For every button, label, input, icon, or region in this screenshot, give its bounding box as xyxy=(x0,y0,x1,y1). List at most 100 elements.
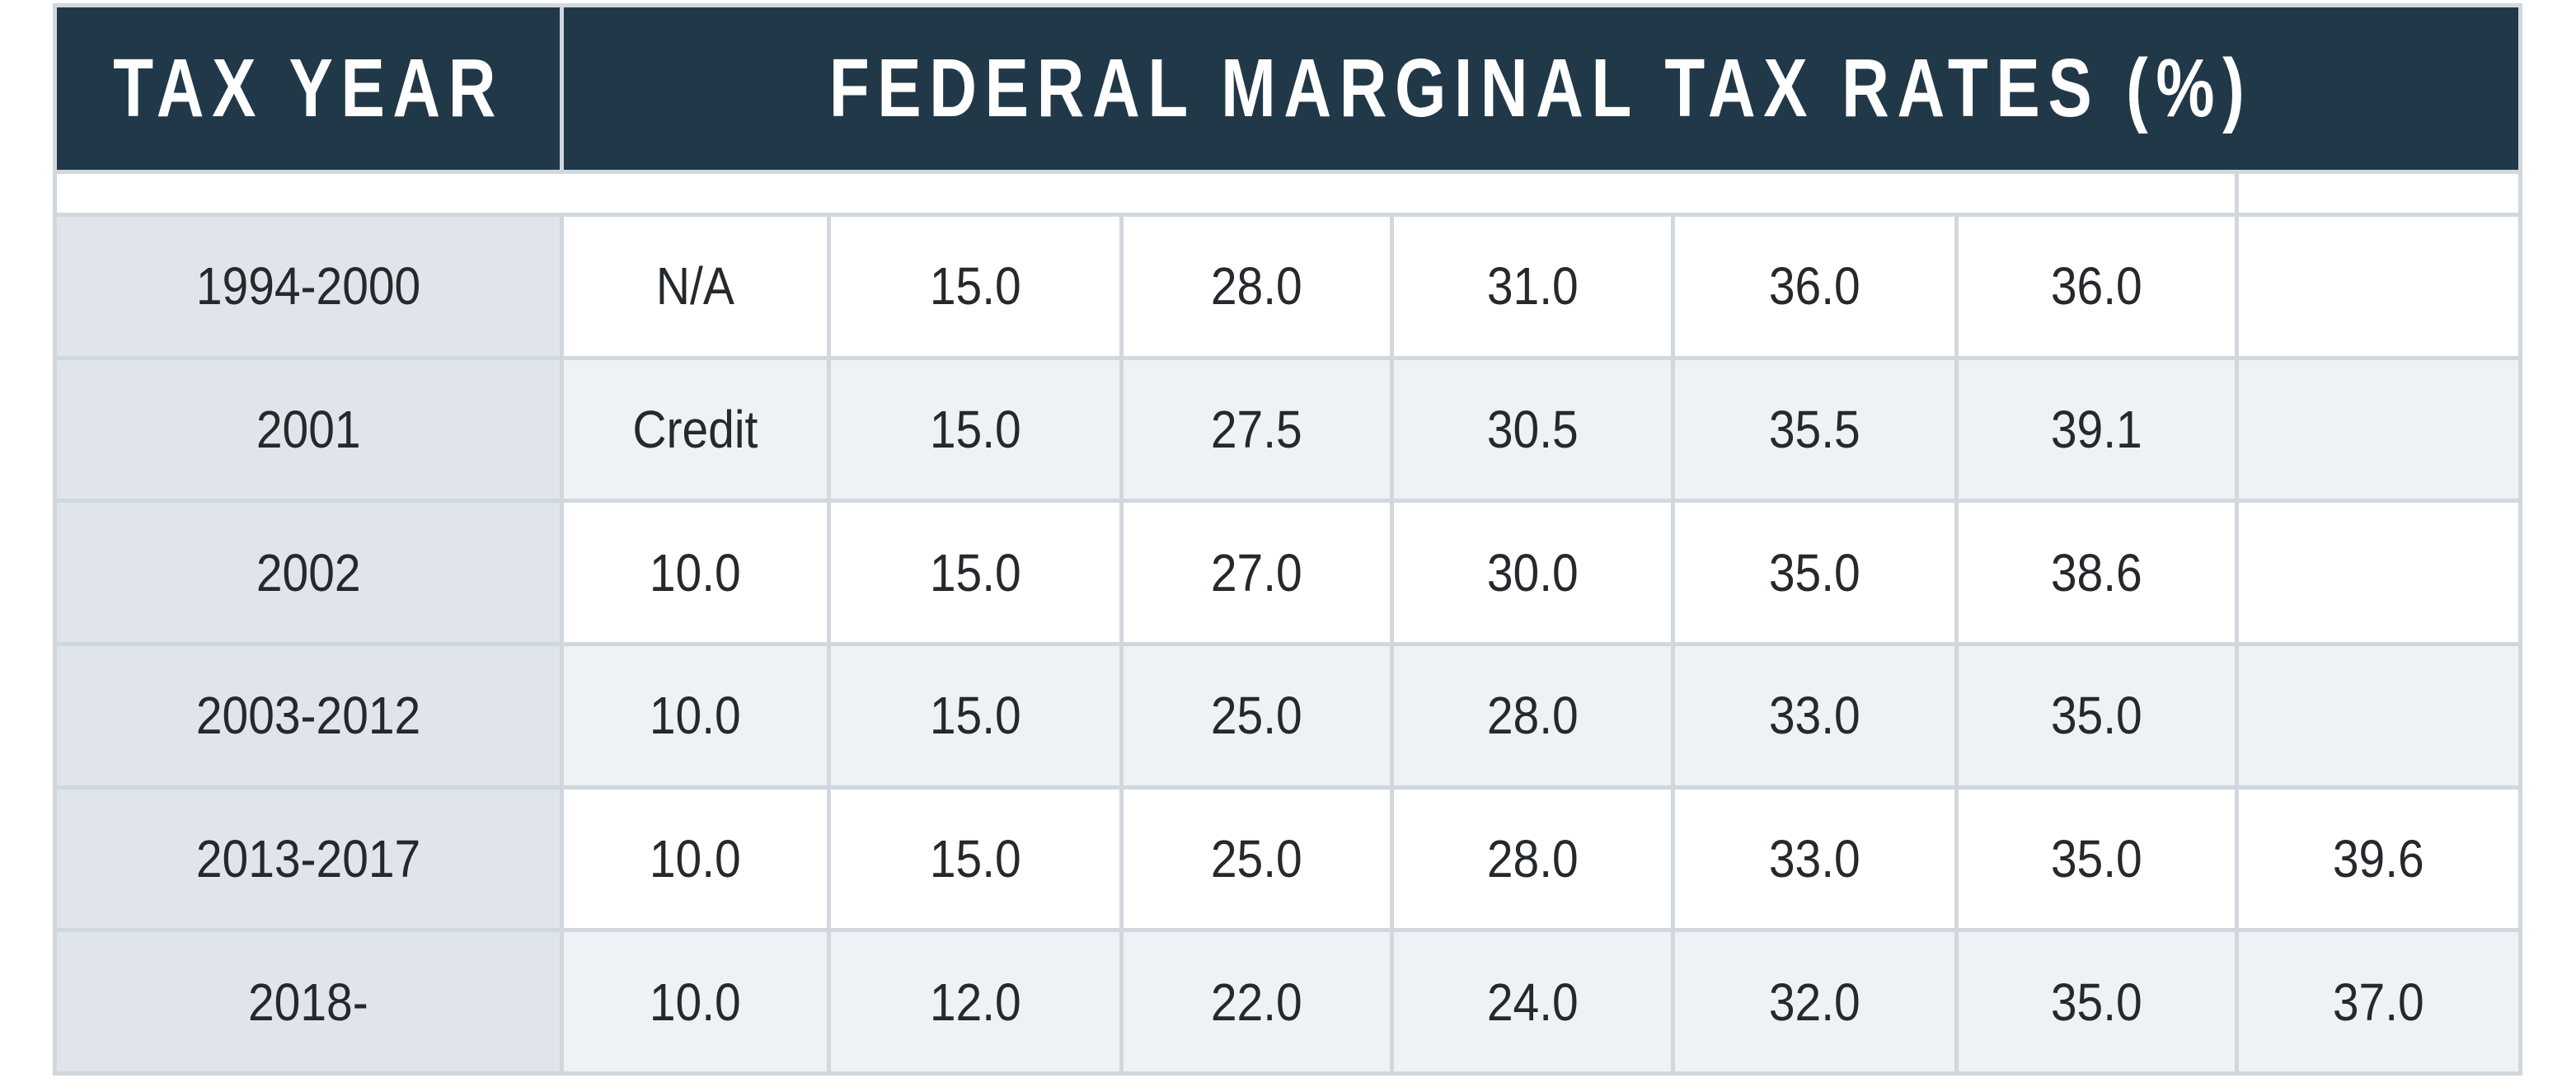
rate-cell: 35.0 xyxy=(1958,789,2236,929)
rate-cell: 33.0 xyxy=(1675,646,1954,785)
rate-cell xyxy=(2239,359,2518,499)
year-label: 2001 xyxy=(256,399,361,459)
rate-cell: 32.0 xyxy=(1675,932,1954,1071)
rate-cell: 30.5 xyxy=(1393,359,1672,499)
rate-value: 10.0 xyxy=(649,686,741,746)
rate-value: 30.0 xyxy=(1486,542,1579,602)
rate-value: 15.0 xyxy=(929,399,1021,459)
rate-cell xyxy=(2239,503,2518,642)
rate-value: 35.0 xyxy=(1769,542,1861,602)
rate-value: 39.1 xyxy=(2051,399,2143,459)
year-label: 1994-2000 xyxy=(195,256,421,316)
rate-value: 35.5 xyxy=(1769,399,1861,459)
rate-cell: 31.0 xyxy=(1393,217,1672,356)
rate-cell: 37.0 xyxy=(2239,932,2518,1071)
rate-cell xyxy=(2239,217,2518,356)
rate-value: 24.0 xyxy=(1486,972,1579,1032)
rate-value: 25.0 xyxy=(1211,828,1302,888)
rate-cell: 15.0 xyxy=(830,789,1120,929)
rate-cell: 22.0 xyxy=(1124,932,1390,1071)
year-cell: 2003-2012 xyxy=(57,646,560,785)
rate-value: 10.0 xyxy=(649,542,741,602)
rate-value: 28.0 xyxy=(1486,828,1579,888)
rate-value: 27.0 xyxy=(1211,542,1302,602)
rate-value: 25.0 xyxy=(1211,686,1302,746)
tax-year-header-cell: TAX YEAR xyxy=(57,7,560,170)
rate-cell: 35.0 xyxy=(1958,646,2236,785)
rate-value: 27.5 xyxy=(1211,399,1302,459)
rate-value: N/A xyxy=(655,256,734,316)
rate-cell: 28.0 xyxy=(1124,217,1390,356)
year-label: 2002 xyxy=(256,542,361,602)
rate-cell: N/A xyxy=(563,217,827,356)
rate-value: 12.0 xyxy=(929,972,1021,1032)
rate-value: 15.0 xyxy=(929,686,1021,746)
rate-value: 35.0 xyxy=(2051,828,2143,888)
rate-value: 33.0 xyxy=(1769,828,1861,888)
rate-cell: 35.0 xyxy=(1675,503,1954,642)
rate-value: 35.0 xyxy=(2051,686,2143,746)
rate-cell: 28.0 xyxy=(1393,646,1672,785)
rate-value: 10.0 xyxy=(649,972,741,1032)
spacer-row-main xyxy=(57,174,2236,213)
year-cell: 2018- xyxy=(57,932,560,1071)
rate-value: 33.0 xyxy=(1769,686,1861,746)
rate-cell xyxy=(2239,646,2518,785)
rate-cell: 10.0 xyxy=(563,646,827,785)
rate-value: 15.0 xyxy=(929,256,1021,316)
rate-cell: 36.0 xyxy=(1675,217,1954,356)
rate-value: 28.0 xyxy=(1486,686,1579,746)
rate-cell: 12.0 xyxy=(830,932,1120,1071)
rate-cell: 38.6 xyxy=(1958,503,2236,642)
rate-value: 30.5 xyxy=(1486,399,1579,459)
rate-cell: 39.6 xyxy=(2239,789,2518,929)
year-label: 2013-2017 xyxy=(195,828,421,888)
rate-cell: 25.0 xyxy=(1124,789,1390,929)
rate-cell: 27.0 xyxy=(1124,503,1390,642)
tax-year-header-label: TAX YEAR xyxy=(113,42,504,134)
year-label: 2018- xyxy=(248,972,368,1032)
rate-value: Credit xyxy=(632,399,758,459)
rate-cell: 15.0 xyxy=(830,503,1120,642)
federal-tax-rates-table: TAX YEAR FEDERAL MARGINAL TAX RATES (%) … xyxy=(53,3,2522,1076)
year-label: 2003-2012 xyxy=(195,686,421,746)
rate-cell: 39.1 xyxy=(1958,359,2236,499)
rate-cell: 15.0 xyxy=(830,359,1120,499)
year-cell: 1994-2000 xyxy=(57,217,560,356)
rate-value: 39.6 xyxy=(2333,828,2425,888)
federal-rates-header-cell: FEDERAL MARGINAL TAX RATES (%) xyxy=(563,7,2518,170)
year-cell: 2013-2017 xyxy=(57,789,560,929)
rate-value: 22.0 xyxy=(1211,972,1302,1032)
rate-cell: 10.0 xyxy=(563,932,827,1071)
rate-cell: 25.0 xyxy=(1124,646,1390,785)
rate-cell: 15.0 xyxy=(830,217,1120,356)
rate-cell: Credit xyxy=(563,359,827,499)
rate-value: 32.0 xyxy=(1769,972,1861,1032)
rate-cell: 35.5 xyxy=(1675,359,1954,499)
rate-cell: 24.0 xyxy=(1393,932,1672,1071)
rate-cell: 30.0 xyxy=(1393,503,1672,642)
spacer-row-last-column xyxy=(2239,174,2518,213)
year-cell: 2001 xyxy=(57,359,560,499)
rate-cell: 35.0 xyxy=(1958,932,2236,1071)
rate-cell: 15.0 xyxy=(830,646,1120,785)
rate-cell: 10.0 xyxy=(563,789,827,929)
rate-cell: 33.0 xyxy=(1675,789,1954,929)
federal-rates-header-label: FEDERAL MARGINAL TAX RATES (%) xyxy=(829,42,2253,134)
rate-value: 38.6 xyxy=(2051,542,2143,602)
rate-value: 37.0 xyxy=(2333,972,2425,1032)
rate-cell: 10.0 xyxy=(563,503,827,642)
rate-cell: 36.0 xyxy=(1958,217,2236,356)
rate-value: 15.0 xyxy=(929,828,1021,888)
year-cell: 2002 xyxy=(57,503,560,642)
rate-value: 15.0 xyxy=(929,542,1021,602)
rate-cell: 28.0 xyxy=(1393,789,1672,929)
rate-cell: 27.5 xyxy=(1124,359,1390,499)
rate-value: 10.0 xyxy=(649,828,741,888)
rate-value: 36.0 xyxy=(1769,256,1861,316)
rate-value: 36.0 xyxy=(2051,256,2143,316)
rate-value: 35.0 xyxy=(2051,972,2143,1032)
rate-value: 31.0 xyxy=(1486,256,1579,316)
rate-value: 28.0 xyxy=(1211,256,1302,316)
